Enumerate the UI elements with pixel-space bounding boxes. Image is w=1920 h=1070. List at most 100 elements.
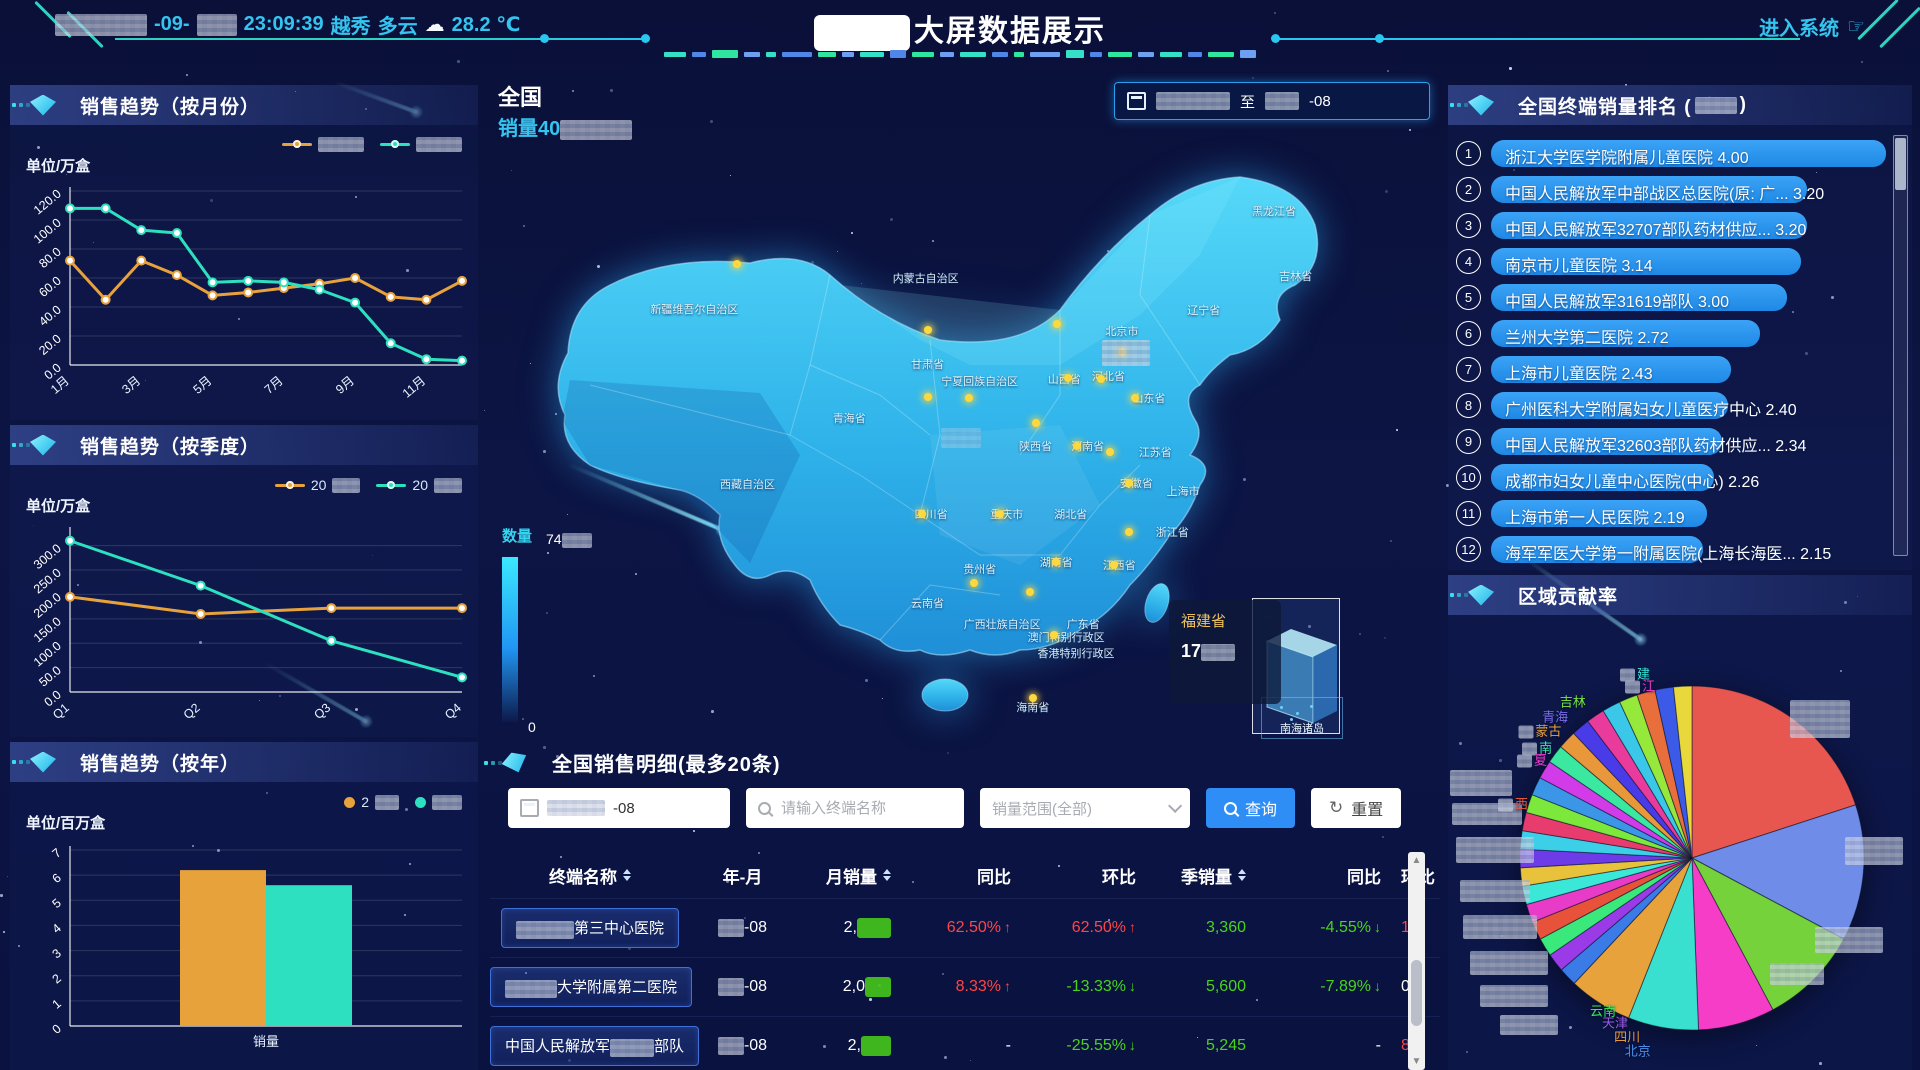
city-marker-dot[interactable]: [1031, 418, 1040, 427]
sales-detail-section: 全国销售明细(最多20条) -08 销量范围(全部) 查询 ↻ 重置: [484, 740, 1440, 1070]
ranking-bar: [1491, 499, 1708, 527]
city-marker-dot[interactable]: [1109, 561, 1118, 570]
column-header-月销量[interactable]: 月销量: [795, 863, 905, 888]
map-region-title: 全国: [498, 85, 543, 110]
legend-item-series1[interactable]: 20: [274, 477, 361, 493]
monthly-unit-label: 单位/万盒: [26, 158, 91, 175]
city-marker-dot[interactable]: [918, 509, 927, 518]
scroll-down-icon[interactable]: ▼: [1411, 1056, 1422, 1067]
sales-range-select[interactable]: 销量范围(全部): [980, 788, 1190, 828]
legend-item-series1[interactable]: 2: [344, 794, 399, 810]
city-marker-dot[interactable]: [1125, 527, 1134, 536]
svg-text:40.0: 40.0: [36, 303, 64, 329]
header-temperature: 28.2 ℃: [451, 14, 521, 36]
search-toolbar: -08 销量范围(全部) 查询 ↻ 重置: [508, 788, 1402, 828]
city-marker-dot[interactable]: [1072, 441, 1081, 450]
decor-dash: [842, 51, 854, 57]
table-scrollbar[interactable]: ▲ ▼: [1408, 852, 1425, 1070]
terminal-name-search[interactable]: [746, 788, 964, 828]
date-filter-input[interactable]: -08: [508, 788, 730, 828]
legend-item-series2[interactable]: [380, 137, 462, 152]
city-marker-dot[interactable]: [1097, 374, 1106, 383]
ranking-label: 海军军医大学第一附属医院(上海长海医... 2.15: [1505, 545, 1832, 563]
ranking-item: 5 中国人民解放军31619部队 3.00: [1456, 279, 1886, 315]
sort-icon[interactable]: [1238, 869, 1246, 881]
city-marker-dot[interactable]: [923, 392, 932, 401]
scroll-up-icon[interactable]: ▲: [1411, 855, 1422, 866]
city-marker-dot[interactable]: [970, 579, 979, 588]
rank-number: 3: [1456, 212, 1481, 238]
ranking-bar: [1491, 283, 1788, 311]
decor-dash: [1066, 50, 1084, 58]
hainan-shape[interactable]: [921, 678, 969, 712]
city-marker-dot[interactable]: [1125, 478, 1134, 487]
ranking-item: 4 南京市儿童医院 3.14: [1456, 243, 1886, 279]
city-marker-dot[interactable]: [1130, 394, 1139, 403]
redacted-block: [1500, 1015, 1558, 1035]
gem-icon: [1468, 584, 1494, 606]
quantity-gradient-bar: [502, 557, 518, 722]
date-range-picker[interactable]: 至 -08: [1114, 82, 1430, 120]
taiwan-shape[interactable]: [1140, 581, 1173, 626]
ranking-item: 9 中国人民解放军32603部队药材供应... 2.34: [1456, 423, 1886, 459]
legend-item-series2[interactable]: 20: [376, 477, 462, 493]
gem-dots-icon: [1450, 593, 1454, 597]
redacted-block: [318, 137, 364, 152]
panel-quarterly-trend: 销售趋势（按季度） 20 20 单位/万盒 0.0 50.0 100.0 150.0 2…: [10, 425, 478, 737]
ranking-list: 1 浙江大学医学院附属儿童医院 4.00 2 中国人民解放军中部战区总医院(原: 广.…: [1456, 135, 1886, 567]
header-district: 越秀: [330, 16, 371, 38]
svg-text:5: 5: [50, 896, 64, 911]
legend-item-series1[interactable]: [282, 137, 364, 152]
ranking-bar: [1491, 175, 1807, 203]
city-marker-dot[interactable]: [964, 394, 973, 403]
reset-button[interactable]: ↻ 重置: [1311, 788, 1402, 828]
redacted-block: [1463, 915, 1537, 939]
redacted-block: [55, 13, 147, 36]
scrollbar-thumb[interactable]: [1411, 960, 1422, 1026]
city-marker-dot[interactable]: [1050, 630, 1059, 639]
city-marker-dot[interactable]: [732, 259, 741, 268]
svg-text:3月: 3月: [119, 374, 143, 397]
ranking-scrollbar[interactable]: [1893, 135, 1908, 556]
redacted-block: [515, 920, 574, 939]
enter-system-label: 进入系统: [1759, 18, 1840, 40]
city-marker-dot[interactable]: [923, 325, 932, 334]
terminal-name-input[interactable]: [779, 798, 923, 818]
cell-msales: 2,0: [795, 977, 905, 997]
scrollbar-thumb[interactable]: [1895, 138, 1906, 190]
city-marker-dot[interactable]: [1052, 558, 1061, 567]
refresh-icon: ↻: [1329, 798, 1344, 817]
sort-icon[interactable]: [883, 869, 891, 881]
header-date-fragment: -09-: [154, 13, 190, 35]
svg-text:6: 6: [50, 871, 64, 886]
decor-dash: [1108, 51, 1132, 57]
city-marker-dot[interactable]: [1026, 587, 1035, 596]
panel-monthly-trend: 销售趋势（按月份） 单位/万盒 0.0 20.0 40.0 60.0 80.0 100.0…: [10, 85, 478, 420]
city-marker-dot[interactable]: [1053, 319, 1062, 328]
svg-text:60.0: 60.0: [36, 274, 64, 300]
panel-yearly-header: 销售趋势（按年）: [10, 742, 478, 782]
column-header-终端名称[interactable]: 终端名称: [490, 863, 690, 888]
redacted-block: [375, 794, 399, 810]
city-marker-dot[interactable]: [1028, 694, 1037, 703]
svg-text:9月: 9月: [333, 374, 357, 397]
ranking-label: 上海市第一人民医院 2.19: [1505, 509, 1685, 527]
enter-system-link[interactable]: 进入系统 ☞: [1759, 12, 1865, 41]
city-marker-dot[interactable]: [1063, 373, 1072, 382]
redacted-block: [717, 918, 744, 937]
legend-item-series2[interactable]: [415, 794, 462, 810]
china-map[interactable]: 数量 74 0 福建省 17 南海诸岛 新疆维吾尔自治区 西藏自治区 青海: [500, 135, 1400, 740]
cell-mom: -13.33% ↓: [1066, 978, 1136, 995]
svg-text:100.0: 100.0: [31, 216, 64, 247]
sort-icon[interactable]: [623, 869, 631, 881]
city-marker-dot[interactable]: [996, 509, 1005, 518]
date-range-separator: 至: [1240, 93, 1256, 111]
column-header-季销量[interactable]: 季销量: [1150, 863, 1260, 888]
decor-dash: [912, 51, 934, 57]
city-marker-dot[interactable]: [1106, 448, 1115, 457]
pie-label: 北京: [1624, 1043, 1651, 1059]
redacted-block: [941, 428, 981, 449]
query-button[interactable]: 查询: [1206, 788, 1296, 828]
table-body: 第三中心医院-082,62.50%↑62.50%↑3,360-4.55%↓10大…: [490, 898, 1440, 1070]
title-decor-dashes: [0, 50, 1920, 58]
